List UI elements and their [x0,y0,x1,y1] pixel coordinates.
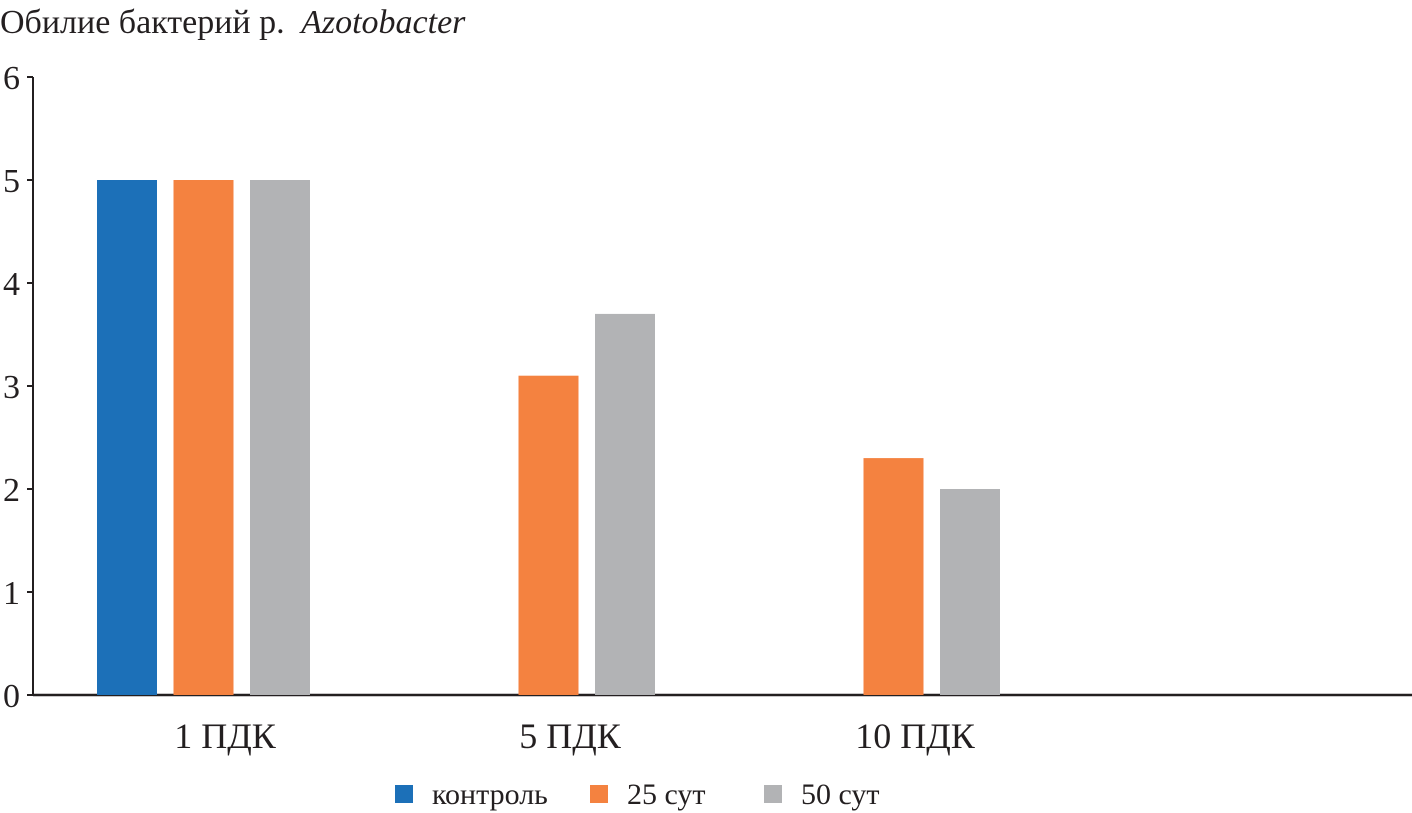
legend-label: 25 сут [627,778,706,811]
y-tick-label: 0 [3,678,20,715]
y-tick-label: 3 [3,369,20,406]
chart-title-italic: Azotobacter [299,4,466,41]
bar-25-сут-1-ПДК [173,180,234,695]
bar-контроль-1-ПДК [97,180,157,695]
legend-label: 50 сут [801,778,880,811]
y-tick-label: 4 [3,266,20,303]
bar-50-сут-5-ПДК [595,313,655,695]
legend-swatch [764,785,782,803]
chart-title-text: Обилие бактерий р. [0,4,285,41]
bar-50-сут-10-ПДК [940,489,1000,695]
legend-swatch [590,785,608,803]
bar-25-сут-5-ПДК [518,375,579,695]
y-tick-label: 1 [3,575,20,612]
x-tick-label: 10 ПДК [855,716,976,756]
y-tick-label: 6 [3,60,20,97]
y-tick-label: 5 [3,163,20,200]
x-tick-label: 5 ПДК [519,716,622,756]
legend-label: контроль [432,778,548,811]
bar-50-сут-1-ПДК [250,180,310,695]
y-tick-label: 2 [3,472,20,509]
chart-title: Обилие бактерий р. Azotobacter [0,4,466,41]
bar-25-сут-10-ПДК [863,458,924,695]
legend-swatch [395,785,413,803]
x-tick-label: 1 ПДК [174,716,277,756]
